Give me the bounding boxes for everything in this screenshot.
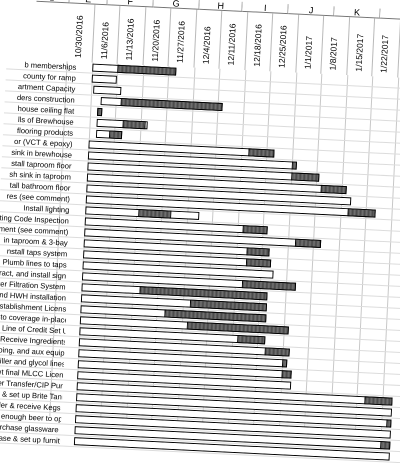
task-scheduled-fill (379, 441, 391, 450)
task-scheduled-fill (245, 258, 272, 268)
task-duration-bar (93, 85, 122, 96)
task-scheduled-fill (320, 184, 347, 195)
date-header-cell[interactable]: 1/8/2017 (321, 15, 350, 76)
date-label: 11/27/2016 (174, 20, 187, 64)
task-scheduled-fill (385, 419, 392, 428)
date-label: 11/6/2016 (98, 21, 111, 60)
date-label: 11/20/2016 (149, 19, 162, 62)
date-header-cell[interactable]: 11/6/2016 (92, 4, 121, 64)
date-header-cell[interactable]: 11/13/2016 (117, 5, 146, 66)
task-scheduled-fill (363, 396, 393, 406)
task-scheduled-fill (291, 161, 297, 170)
task-scheduled-fill (122, 120, 146, 130)
column-letter-d[interactable]: D (36, 0, 70, 4)
date-label: 12/11/2016 (225, 23, 238, 66)
task-scheduled-fill (246, 247, 270, 257)
date-label: 12/4/2016 (200, 26, 213, 65)
task-scheduled-fill (242, 225, 268, 235)
date-header-cell[interactable]: 11/20/2016 (143, 7, 172, 67)
date-header-cell[interactable]: 1/22/2017 (372, 18, 400, 78)
date-label: 1/22/2017 (378, 34, 391, 74)
task-scheduled-fill (138, 209, 172, 219)
date-label: 12/25/2016 (276, 25, 289, 69)
task-scheduled-fill (264, 347, 290, 357)
date-header-cell[interactable]: 1/1/2017 (295, 14, 325, 74)
task-scheduled-fill (290, 172, 319, 182)
date-header-cell[interactable]: 12/11/2016 (219, 10, 248, 71)
task-duration-bar (91, 74, 117, 84)
task-scheduled-fill (281, 359, 287, 368)
task-scheduled-fill (236, 334, 266, 345)
task-name[interactable]: rchase & set up furniture (0, 432, 61, 446)
task-scheduled-fill (97, 107, 103, 117)
task-scheduled-fill (248, 148, 275, 158)
date-header-cell[interactable]: 12/18/2016 (244, 12, 274, 72)
date-header-cell[interactable]: 1/15/2017 (346, 17, 376, 77)
task-scheduled-fill (347, 208, 376, 218)
date-label: 1/15/2017 (353, 33, 366, 72)
date-header-cell[interactable]: 12/25/2016 (270, 13, 299, 73)
date-label: 10/30/2016 (73, 15, 86, 59)
date-header-cell[interactable]: 10/30/2016 (66, 3, 95, 63)
task-scheduled-fill (294, 238, 321, 248)
date-label: 11/13/2016 (123, 18, 137, 61)
task-scheduled-fill (241, 280, 296, 291)
date-header-cell[interactable]: 12/4/2016 (193, 9, 223, 69)
task-scheduled-fill (280, 370, 292, 379)
date-label: 1/8/2017 (327, 37, 340, 71)
date-label: 1/1/2017 (302, 35, 314, 70)
task-scheduled-fill (117, 64, 177, 76)
task-scheduled-fill (108, 130, 122, 140)
date-header-cell[interactable]: 11/27/2016 (168, 8, 197, 68)
date-label: 12/18/2016 (251, 23, 264, 67)
